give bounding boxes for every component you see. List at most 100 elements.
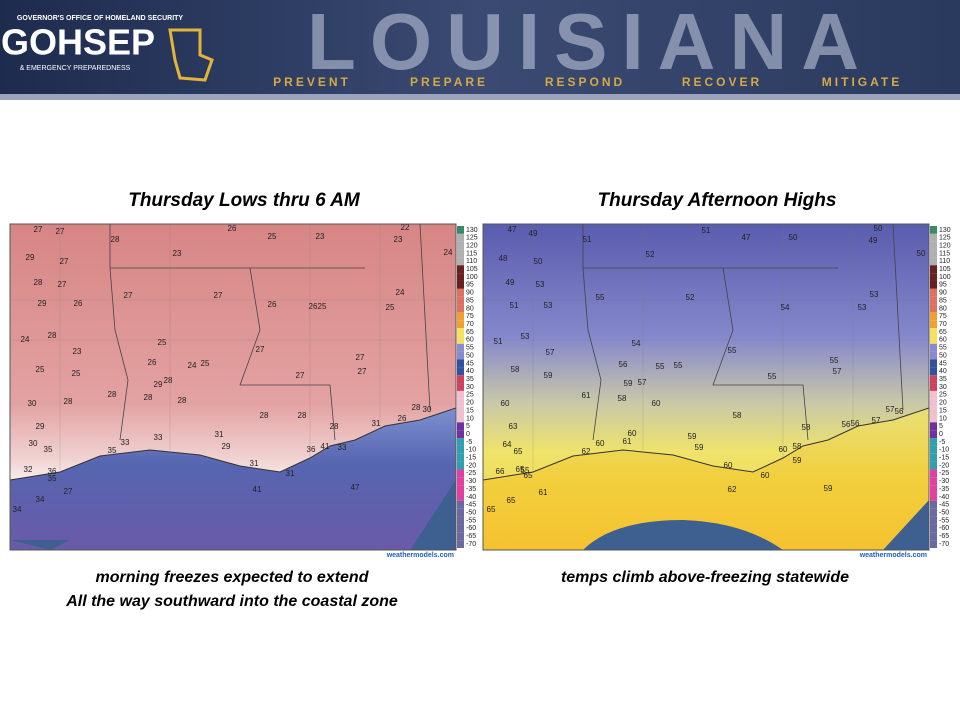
- scale-cell: [930, 335, 937, 344]
- station-value: 26: [228, 224, 237, 233]
- scale-cell: [930, 430, 937, 439]
- station-value: 24: [21, 335, 30, 344]
- station-value: 53: [544, 301, 553, 310]
- scale-cell: [457, 328, 464, 336]
- station-value: 65: [487, 505, 496, 514]
- scale-label: 130: [466, 227, 478, 234]
- scale-cell: [930, 390, 937, 399]
- scale-cell: [457, 233, 464, 242]
- station-value: 34: [13, 505, 22, 514]
- scale-cell: [930, 406, 937, 415]
- station-value: 27: [64, 487, 73, 496]
- scale-cell: [930, 367, 937, 376]
- station-value: 30: [423, 405, 432, 414]
- scale-cell: [930, 312, 937, 321]
- scale-cell: [457, 398, 464, 407]
- header-rule: [0, 94, 960, 100]
- scale-cell: [457, 485, 464, 494]
- state-name: LOUISIANA: [307, 0, 873, 86]
- station-value: 59: [793, 456, 802, 465]
- station-value: 26: [398, 414, 407, 423]
- map-title: Thursday Lows thru 6 AM: [128, 190, 361, 211]
- station-value: 65: [514, 447, 523, 456]
- scale-label: 40: [466, 368, 474, 375]
- scale-cell: [457, 312, 464, 321]
- scale-label: 10: [466, 415, 474, 422]
- scale-label: 10: [939, 415, 947, 422]
- scale-cell: [930, 273, 937, 281]
- station-value: 26: [309, 302, 318, 311]
- scale-cell: [457, 422, 464, 431]
- station-value: 23: [394, 235, 403, 244]
- station-value: 28: [48, 331, 57, 340]
- station-value: 27: [296, 371, 305, 380]
- scale-label: 25: [466, 392, 474, 399]
- credit: weathermodels.com: [859, 552, 927, 559]
- station-value: 27: [58, 280, 67, 289]
- scale-label: 125: [466, 235, 478, 242]
- station-value: 35: [108, 446, 117, 455]
- scale-label: -5: [466, 439, 472, 446]
- station-value: 22: [401, 223, 410, 232]
- station-value: 54: [781, 303, 790, 312]
- scale-label: -35: [939, 486, 949, 493]
- scale-label: 110: [939, 258, 950, 265]
- scale-label: -35: [466, 486, 476, 493]
- gulf-field: [10, 408, 456, 550]
- scale-cell: [457, 508, 464, 517]
- station-value: 57: [872, 416, 881, 425]
- station-value: 57: [886, 405, 895, 414]
- motto: PREVENT: [273, 75, 351, 89]
- scale-cell: [457, 257, 464, 266]
- station-value: 58: [511, 365, 520, 374]
- station-value: 27: [56, 227, 65, 236]
- station-value: 29: [154, 380, 163, 389]
- scale-cell: [457, 375, 464, 384]
- station-value: 23: [316, 232, 325, 241]
- scale-label: 25: [939, 392, 947, 399]
- station-value: 23: [173, 249, 182, 258]
- scale-label: 40: [939, 368, 947, 375]
- scale-label: 35: [939, 376, 947, 383]
- scale-cell: [457, 383, 464, 391]
- station-value: 56: [619, 360, 628, 369]
- scale-cell: [457, 493, 464, 501]
- scale-cell: [930, 445, 937, 454]
- agency-line-2: & EMERGENCY PREPAREDNESS: [20, 65, 131, 72]
- station-value: 60: [652, 399, 661, 408]
- station-value: 27: [34, 225, 43, 234]
- station-value: 50: [874, 224, 883, 233]
- station-value: 50: [789, 233, 798, 242]
- station-value: 49: [869, 236, 878, 245]
- coastline: [483, 407, 929, 481]
- scale-label: 95: [939, 282, 947, 289]
- station-value: 34: [36, 495, 45, 504]
- station-value: 60: [501, 399, 510, 408]
- station-value: 41: [321, 442, 330, 451]
- station-value: 55: [768, 372, 777, 381]
- scale-label: -50: [466, 510, 476, 517]
- station-value: 26: [148, 358, 157, 367]
- scale-cell: [457, 469, 464, 478]
- station-value: 26: [268, 300, 277, 309]
- station-value: 58: [733, 411, 742, 420]
- station-value: 36: [48, 467, 57, 476]
- scale-label: -65: [466, 533, 476, 540]
- scale-cell: [930, 328, 937, 336]
- scale-label: -65: [939, 533, 949, 540]
- scale-label: 75: [939, 313, 947, 320]
- scale-cell: [930, 532, 937, 541]
- scale-cell: [457, 335, 464, 344]
- scale-label: 50: [939, 352, 947, 359]
- station-value: 60: [761, 471, 770, 480]
- scale-cell: [930, 516, 937, 525]
- station-value: 59: [824, 484, 833, 493]
- station-value: 28: [260, 411, 269, 420]
- scale-cell: [930, 359, 937, 368]
- motto: RECOVER: [682, 75, 762, 89]
- scale-cell: [457, 241, 464, 250]
- scale-label: -70: [466, 541, 476, 548]
- scale-label: 90: [939, 290, 947, 297]
- scale-cell: [457, 320, 464, 329]
- scale-label: -60: [939, 525, 949, 532]
